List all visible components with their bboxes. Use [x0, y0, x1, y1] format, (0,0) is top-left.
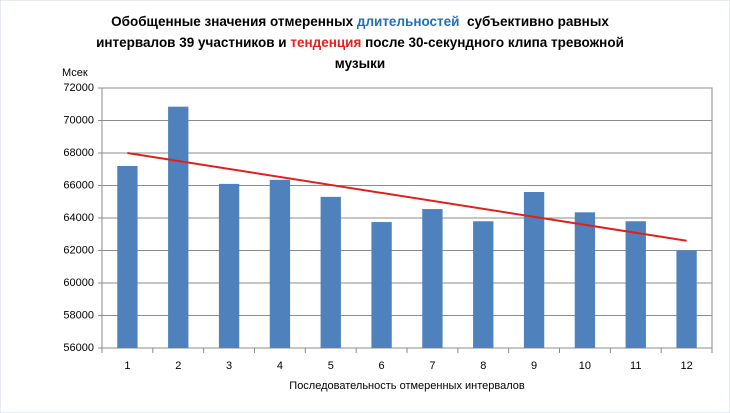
x-tick-label: 11: [630, 360, 641, 372]
x-tick-label: 7: [429, 360, 435, 372]
title-segment: интервалов 39 участников и: [96, 35, 290, 50]
y-tick-label: 62000: [63, 244, 94, 256]
bar: [168, 106, 189, 348]
chart-title: Обобщенные значения отмеренных длительно…: [111, 14, 609, 29]
x-tick-label: 10: [579, 360, 591, 372]
y-tick-label: 72000: [63, 82, 94, 94]
x-tick-label: 1: [124, 360, 130, 372]
bar: [676, 250, 697, 348]
title-segment: субъективно равных: [459, 14, 609, 29]
y-tick-label: 68000: [63, 147, 94, 159]
bar: [269, 179, 291, 348]
bar: [371, 222, 392, 348]
x-tick-label: 2: [175, 360, 181, 372]
y-tick-label: 56000: [63, 342, 94, 354]
y-tick-label: 60000: [63, 277, 94, 289]
x-tick-label: 6: [379, 360, 385, 372]
x-tick-label: 9: [531, 360, 537, 372]
chart-title: музыки: [335, 56, 385, 71]
bar: [473, 221, 494, 348]
y-tick-label: 64000: [63, 212, 94, 224]
x-tick-label: 5: [328, 360, 334, 372]
trendline: [127, 152, 687, 242]
title-segment: после 30-секундного клипа тревожной: [361, 35, 624, 50]
x-tick-label: 8: [480, 360, 486, 372]
bar: [320, 196, 341, 348]
x-tick-label: 12: [680, 360, 692, 372]
x-axis-title: Последовательность отмеренных интервалов: [289, 380, 525, 392]
bar: [422, 209, 443, 348]
chart-title: интервалов 39 участников и тенденция пос…: [96, 35, 624, 50]
y-tick-label: 58000: [63, 309, 94, 321]
title-segment: длительностей: [357, 14, 460, 29]
y-tick-label: 66000: [63, 179, 94, 191]
title-segment: Обобщенные значения отмеренных: [111, 14, 357, 29]
x-tick-label: 4: [277, 360, 283, 372]
bar: [625, 221, 646, 348]
bar: [574, 212, 596, 348]
y-axis-title: Мсек: [62, 67, 88, 79]
bar: [523, 192, 545, 348]
x-tick-label: 3: [226, 360, 232, 372]
title-segment: музыки: [335, 56, 385, 71]
title-segment: тенденция: [290, 35, 361, 50]
bar: [218, 183, 240, 348]
y-tick-label: 70000: [63, 114, 94, 126]
bar: [117, 166, 138, 348]
